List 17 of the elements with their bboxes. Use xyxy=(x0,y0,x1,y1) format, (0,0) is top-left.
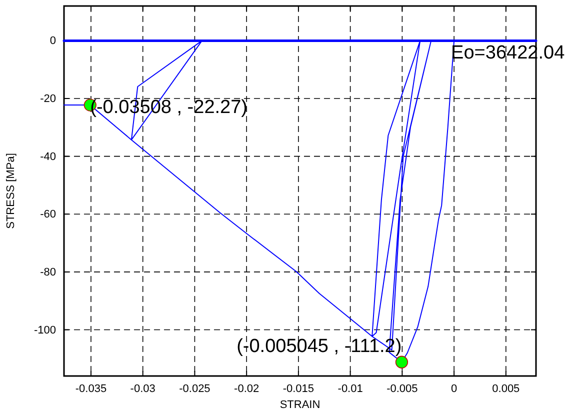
y-tick-label: -80 xyxy=(40,266,56,278)
y-axis-title: STRESS [MPa] xyxy=(5,153,17,229)
y-tick-label: 0 xyxy=(50,35,56,48)
x-tick-label: -0.025 xyxy=(179,382,210,395)
y-tick-label: -60 xyxy=(40,208,56,221)
y-tick-label: -40 xyxy=(40,150,56,163)
y-tick-label: -100 xyxy=(34,324,56,336)
x-tick-label: -0.005 xyxy=(386,382,418,395)
x-axis-title: STRAIN xyxy=(280,399,320,411)
x-tick-label: -0.015 xyxy=(282,382,314,395)
x-tick-label: -0.02 xyxy=(234,382,260,395)
x-tick-label: -0.03 xyxy=(130,382,156,395)
x-tick-label: -0.035 xyxy=(75,382,107,395)
x-tick-label: 0.005 xyxy=(492,382,520,395)
x-tick-label: 0 xyxy=(450,382,458,395)
x-tick-label: -0.01 xyxy=(338,382,363,395)
y-tick-label: -20 xyxy=(40,93,56,106)
